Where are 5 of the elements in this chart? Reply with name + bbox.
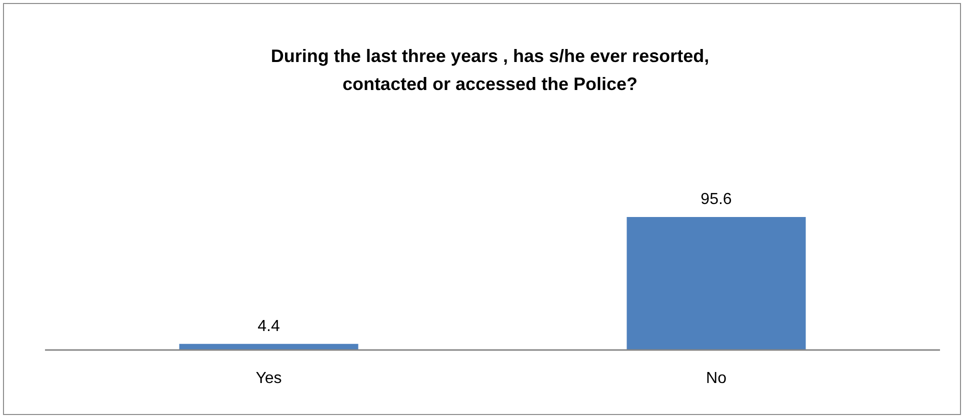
chart-title: During the last three years , has s/he ever resorted, contacted or accessed the Police? [270, 46, 710, 94]
data-label: 95.6 [700, 191, 732, 208]
data-label: 4.4 [258, 318, 280, 335]
x-tick-label: Yes [256, 370, 282, 387]
x-tick-label: No [706, 370, 727, 387]
